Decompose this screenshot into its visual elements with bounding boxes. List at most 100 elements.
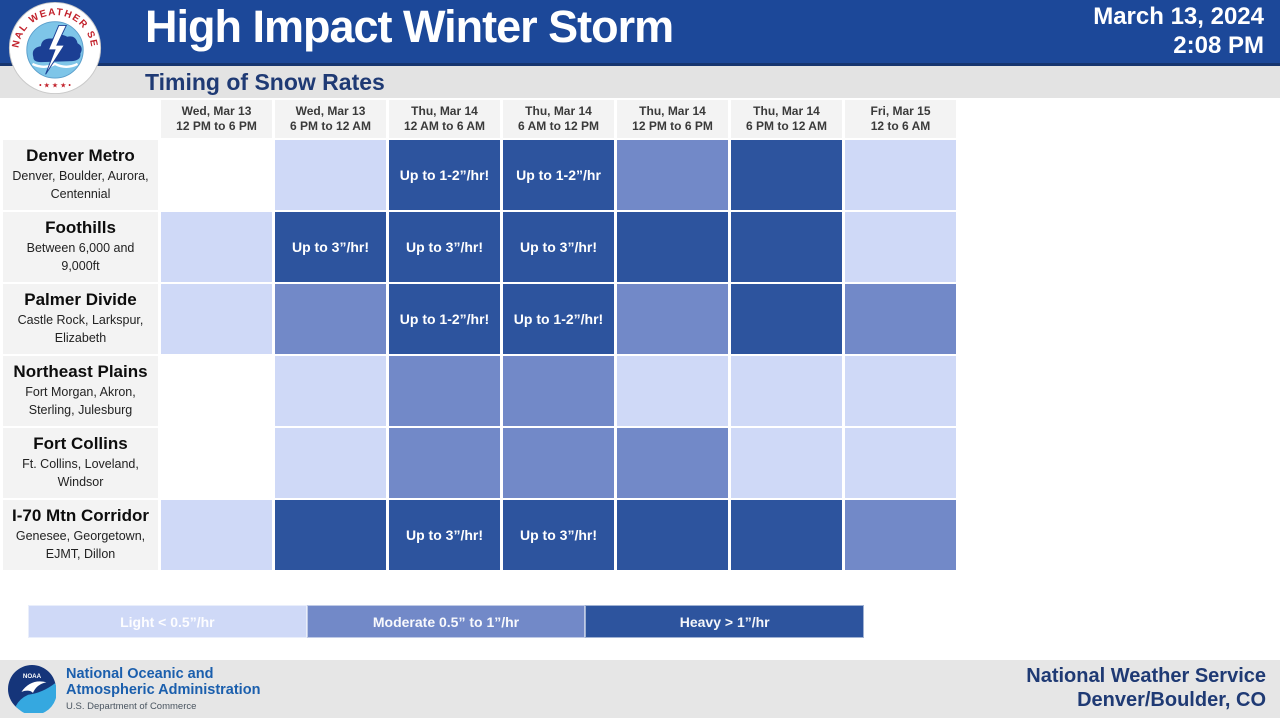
snow-rate-table: Wed, Mar 13 12 PM to 6 PM Wed, Mar 13 6 PM … (3, 100, 956, 570)
legend-item: Moderate 0.5” to 1”/hr (306, 605, 586, 638)
svg-text:• ★ ★ ★ •: • ★ ★ ★ • (39, 81, 71, 89)
rate-cell: Up to 1-2”/hr (503, 140, 614, 210)
rate-cell: Up to 1-2”/hr! (503, 284, 614, 354)
region-name: I-70 Mtn Corridor (12, 505, 149, 525)
office-line-2: Denver/Boulder, CO (1077, 689, 1266, 711)
rate-cell (275, 428, 386, 498)
column-time-range: 12 PM to 6 PM (176, 119, 257, 133)
rate-cell (731, 500, 842, 570)
rate-cell (731, 212, 842, 282)
rate-cell: Up to 3”/hr! (503, 500, 614, 570)
legend-item: Heavy > 1”/hr (585, 605, 865, 638)
rate-cell (275, 356, 386, 426)
rate-cell (845, 212, 956, 282)
rate-cell: Up to 3”/hr! (275, 212, 386, 282)
column-header: Wed, Mar 13 12 PM to 6 PM (161, 100, 272, 138)
rate-cell (617, 140, 728, 210)
page-subtitle: Timing of Snow Rates (145, 69, 385, 95)
rate-cell (161, 140, 272, 210)
rate-cell: Up to 1-2”/hr! (389, 284, 500, 354)
nws-logo-icon: NATIONAL WEATHER SERVICE • ★ ★ ★ • (3, 0, 102, 95)
column-day: Wed, Mar 13 (295, 103, 366, 118)
rate-cell (389, 356, 500, 426)
column-header: Fri, Mar 15 12 to 6 AM (845, 100, 956, 138)
header-datetime: March 13, 2024 2:08 PM (1093, 3, 1264, 61)
rate-cell (731, 356, 842, 426)
rate-cell (845, 356, 956, 426)
row-label: Denver Metro Denver, Boulder, Aurora, Cen… (3, 140, 158, 210)
column-header: Wed, Mar 13 6 PM to 12 AM (275, 100, 386, 138)
rate-cell (845, 500, 956, 570)
column-time-range: 12 PM to 6 PM (632, 119, 713, 133)
rate-cell (275, 500, 386, 570)
rate-cell (161, 500, 272, 570)
row-label: I-70 Mtn Corridor Genesee, Georgetown, EJ… (3, 500, 158, 570)
column-time-range: 12 to 6 AM (870, 119, 931, 133)
rate-cell (617, 356, 728, 426)
row-label: Palmer Divide Castle Rock, Larkspur, Eliz… (3, 284, 158, 354)
region-name: Foothills (45, 217, 116, 237)
rate-cell (503, 428, 614, 498)
agency-line-2: Atmospheric Administration (66, 682, 261, 698)
region-cities: Denver, Boulder, Aurora, Centennial (12, 169, 149, 201)
rate-cell (617, 500, 728, 570)
region-name: Northeast Plains (13, 361, 148, 381)
dept-of-commerce: U.S. Department of Commerce (66, 701, 197, 713)
page-title: High Impact Winter Storm (145, 1, 674, 52)
rate-cell: Up to 3”/hr! (389, 500, 500, 570)
rate-cell (845, 140, 956, 210)
rate-cell (161, 356, 272, 426)
header-time: 2:08 PM (1173, 31, 1264, 59)
office-line-1: National Weather Service (1026, 665, 1266, 688)
subtitle-band: Timing of Snow Rates (0, 66, 1280, 98)
column-day: Fri, Mar 15 (870, 103, 931, 118)
rate-cell (845, 428, 956, 498)
rate-cell (731, 428, 842, 498)
legend: Light < 0.5”/hr Moderate 0.5” to 1”/hr Hea… (28, 605, 865, 638)
row-label: Northeast Plains Fort Morgan, Akron, Ster… (3, 356, 158, 426)
header-date: March 13, 2024 (1093, 3, 1264, 30)
rate-cell: Up to 1-2”/hr! (389, 140, 500, 210)
svg-text:NOAA: NOAA (23, 673, 42, 680)
column-day: Wed, Mar 13 (181, 103, 252, 118)
region-cities: Fort Morgan, Akron, Sterling, Julesburg (25, 385, 136, 417)
rate-cell (503, 356, 614, 426)
row-label: Foothills Between 6,000 and 9,000ft (3, 212, 158, 282)
rate-cell (161, 428, 272, 498)
rate-cell (275, 284, 386, 354)
office-name: National Weather Service Denver/Boulder,… (1026, 665, 1266, 712)
column-day: Thu, Mar 14 (525, 103, 592, 118)
column-day: Thu, Mar 14 (411, 103, 478, 118)
column-day: Thu, Mar 14 (753, 103, 820, 118)
agency-line-1: National Oceanic and (66, 665, 214, 682)
rate-cell (617, 428, 728, 498)
rate-cell (731, 284, 842, 354)
rate-cell: Up to 3”/hr! (503, 212, 614, 282)
legend-item: Light < 0.5”/hr (28, 605, 307, 638)
rate-cell (161, 284, 272, 354)
row-label: Fort Collins Ft. Collins, Loveland, Winds… (3, 428, 158, 498)
header-bar: High Impact Winter Storm March 13, 2024 … (0, 0, 1280, 66)
region-name: Palmer Divide (24, 289, 137, 309)
region-name: Denver Metro (26, 145, 135, 165)
column-header: Thu, Mar 14 12 PM to 6 PM (617, 100, 728, 138)
rate-cell: Up to 3”/hr! (389, 212, 500, 282)
rate-cell (731, 140, 842, 210)
rate-cell (161, 212, 272, 282)
column-time-range: 6 PM to 12 AM (746, 119, 827, 133)
rate-cell (275, 140, 386, 210)
column-time-range: 12 AM to 6 AM (403, 119, 486, 133)
rate-cell (617, 284, 728, 354)
column-day: Thu, Mar 14 (639, 103, 706, 118)
rate-cell (617, 212, 728, 282)
rate-cell (389, 428, 500, 498)
region-cities: Between 6,000 and 9,000ft (26, 241, 135, 273)
footer-bar: NOAA National Oceanic and Atmospheric Ad… (0, 660, 1280, 718)
agency-name: National Oceanic and Atmospheric Adminis… (66, 666, 260, 712)
region-cities: Castle Rock, Larkspur, Elizabeth (17, 313, 144, 345)
noaa-logo-icon: NOAA (8, 665, 57, 715)
column-header: Thu, Mar 14 6 PM to 12 AM (731, 100, 842, 138)
column-time-range: 6 AM to 12 PM (518, 119, 599, 133)
column-header: Thu, Mar 14 12 AM to 6 AM (389, 100, 500, 138)
